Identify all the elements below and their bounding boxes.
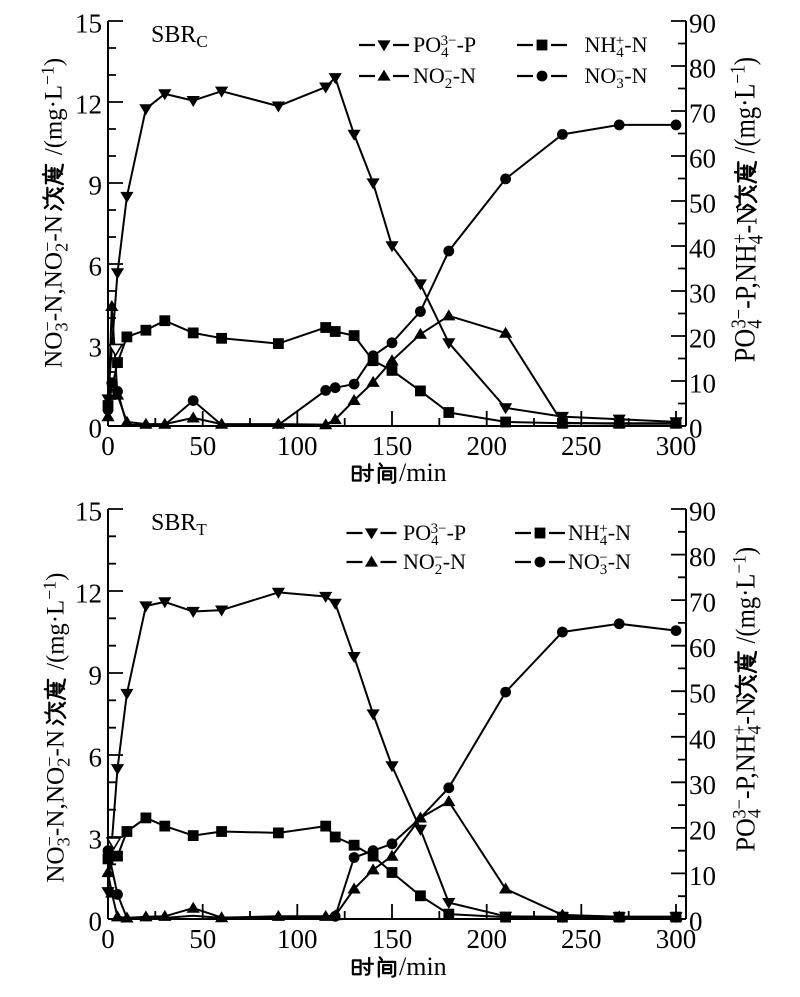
- svg-text:NH4+​-N: NH4+​-N: [568, 520, 631, 549]
- svg-text:80: 80: [689, 542, 716, 572]
- svg-text:PO43−​-P: PO43−​-P: [403, 520, 466, 549]
- svg-text:15: 15: [75, 497, 102, 527]
- svg-text:6: 6: [89, 743, 103, 773]
- svg-text:30: 30: [689, 770, 716, 800]
- svg-text:9: 9: [89, 661, 103, 691]
- svg-text:300: 300: [656, 431, 697, 461]
- svg-text:40: 40: [689, 724, 716, 754]
- svg-text:20: 20: [689, 324, 716, 354]
- svg-text:NH4+​-N: NH4+​-N: [585, 32, 648, 61]
- svg-text:50: 50: [189, 431, 216, 461]
- svg-text:90: 90: [689, 9, 716, 39]
- svg-text:0: 0: [101, 924, 115, 954]
- svg-text:90: 90: [689, 497, 716, 527]
- svg-text:200: 200: [466, 924, 507, 954]
- svg-text:0: 0: [89, 414, 103, 444]
- svg-text:250: 250: [561, 924, 602, 954]
- svg-text:PO43−​-P,NH4+​-N: PO43−​-P,NH4+​-N: [729, 697, 765, 851]
- svg-text:10: 10: [689, 861, 716, 891]
- svg-text:200: 200: [466, 431, 507, 461]
- svg-text:50: 50: [689, 679, 716, 709]
- svg-text:40: 40: [689, 234, 716, 264]
- svg-text:100: 100: [277, 924, 318, 954]
- svg-text:PO43−​-P,NH4+​-N: PO43−​-P,NH4+​-N: [727, 206, 767, 362]
- svg-text:12: 12: [75, 579, 102, 609]
- svg-text:PO43−​-P: PO43−​-P: [413, 32, 476, 61]
- svg-text:100: 100: [277, 431, 318, 461]
- svg-text:150: 150: [372, 924, 413, 954]
- svg-text:50: 50: [689, 189, 716, 219]
- svg-text:/min: /min: [399, 952, 447, 981]
- svg-text:3: 3: [89, 825, 103, 855]
- svg-text:50: 50: [189, 924, 216, 954]
- svg-text:70: 70: [689, 588, 716, 618]
- svg-text:0: 0: [689, 414, 703, 444]
- svg-text:NO3−​-N,NO2−​-N: NO3−​-N,NO2−​-N: [40, 730, 74, 883]
- svg-text:0: 0: [89, 907, 103, 937]
- svg-text:70: 70: [689, 99, 716, 129]
- svg-text:150: 150: [372, 431, 413, 461]
- svg-text:/min: /min: [399, 458, 447, 487]
- svg-text:NO2−​-N: NO2−​-N: [403, 549, 466, 578]
- svg-text:250: 250: [561, 431, 602, 461]
- svg-text:NO2−​-N: NO2−​-N: [413, 63, 476, 92]
- svg-text:9: 9: [89, 171, 103, 201]
- svg-text:0: 0: [689, 907, 703, 937]
- svg-text:NO3−​-N: NO3−​-N: [568, 549, 631, 578]
- svg-text:/(mg·L−1): /(mg·L−1): [39, 573, 69, 670]
- svg-text:30: 30: [689, 279, 716, 309]
- svg-text:300: 300: [656, 924, 697, 954]
- svg-text:20: 20: [689, 815, 716, 845]
- svg-text:6: 6: [89, 252, 103, 282]
- svg-text:60: 60: [689, 144, 716, 174]
- svg-text:10: 10: [689, 369, 716, 399]
- svg-text:15: 15: [75, 9, 102, 39]
- svg-text:/(mg·L−1): /(mg·L−1): [727, 57, 761, 153]
- svg-text:/(mg·L−1): /(mg·L−1): [37, 58, 67, 155]
- svg-text:80: 80: [689, 54, 716, 84]
- svg-text:12: 12: [75, 90, 102, 120]
- svg-text:NO3−​-N: NO3−​-N: [585, 63, 648, 92]
- svg-text:0: 0: [101, 431, 115, 461]
- svg-text:3: 3: [89, 333, 103, 363]
- svg-text:60: 60: [689, 633, 716, 663]
- svg-text:/(mg·L−1): /(mg·L−1): [729, 547, 761, 644]
- svg-text:NO3−​-N,NO2−​-N: NO3−​-N,NO2−​-N: [38, 215, 72, 368]
